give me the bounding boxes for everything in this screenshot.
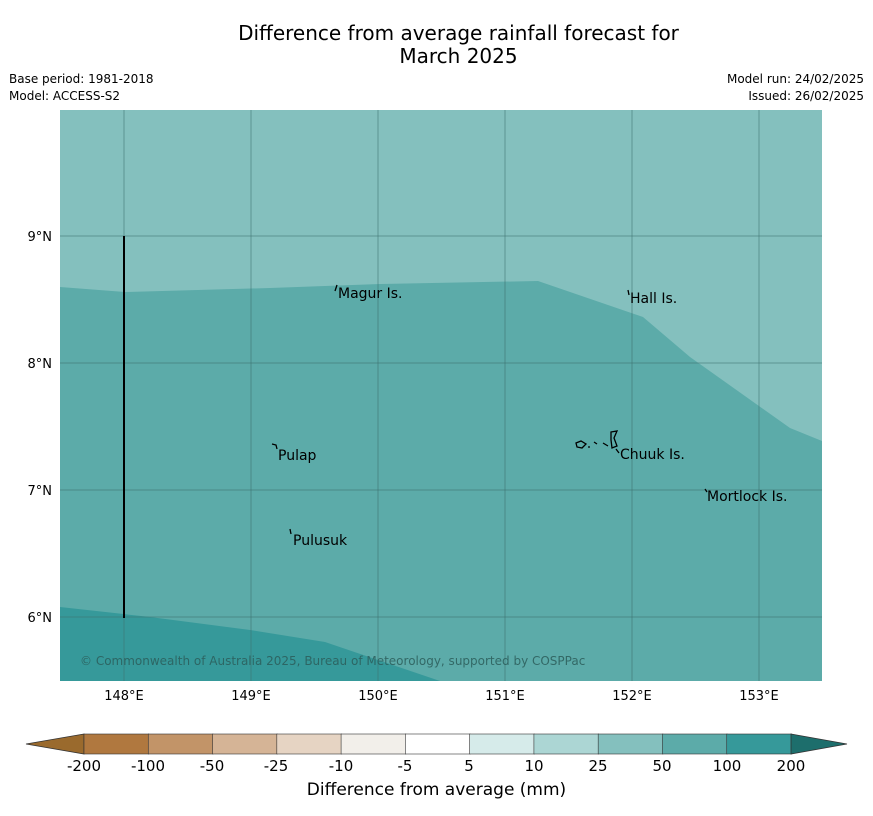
lat-ticks: 9°N 8°N 7°N 6°N — [28, 230, 53, 626]
colorbar-segment — [212, 733, 278, 755]
cb-tick-10: 10 — [524, 757, 543, 775]
lon-tick-153e: 153°E — [739, 689, 779, 704]
model-name: Model: ACCESS-S2 — [9, 89, 121, 103]
cb-tick-50: 50 — [652, 757, 671, 775]
label-magur: Magur Is. — [338, 286, 403, 302]
colorbar-segment — [662, 733, 728, 755]
cb-tick-200: 200 — [777, 757, 806, 775]
colorbar-segment — [147, 733, 214, 755]
copyright-text: © Commonwealth of Australia 2025, Bureau… — [80, 654, 585, 668]
lat-tick-8n: 8°N — [28, 357, 53, 372]
title-line-1: Difference from average rainfall forecas… — [238, 21, 679, 45]
colorbar: -200 -100 -50 -25 -10 -5 5 10 25 50 100 … — [25, 733, 848, 775]
lon-tick-150e: 150°E — [358, 689, 398, 704]
chart-title: Difference from average rainfall forecas… — [0, 22, 873, 68]
issued-date: Issued: 26/02/2025 — [748, 89, 864, 103]
cb-tick-neg25: -25 — [264, 757, 289, 775]
colorbar-extend-right — [790, 733, 848, 755]
model-run: Model run: 24/02/2025 — [726, 72, 864, 86]
cb-tick-neg5: -5 — [398, 757, 413, 775]
colorbar-segment — [276, 733, 342, 755]
pulap-island-shape — [271, 443, 278, 450]
colorbar-segments — [83, 733, 792, 755]
label-chuuk: Chuuk Is. — [620, 447, 685, 463]
lon-tick-152e: 152°E — [612, 689, 652, 704]
cb-tick-neg200: -200 — [67, 757, 101, 775]
colorbar-segment — [340, 733, 407, 755]
colorbar-extend-left — [25, 733, 85, 755]
lat-tick-6n: 6°N — [28, 611, 53, 626]
label-pulusuk: Pulusuk — [293, 533, 348, 549]
mortlock-island-shape — [704, 488, 708, 493]
colorbar-segment — [597, 733, 664, 755]
lat-tick-9n: 9°N — [28, 230, 53, 245]
label-pulap: Pulap — [278, 448, 317, 464]
chuuk-islands-shape — [575, 430, 620, 454]
cb-tick-neg50: -50 — [200, 757, 225, 775]
place-labels: Magur Is. Hall Is. Pulap Chuuk Is. Mortl… — [278, 286, 787, 549]
colorbar-segment — [405, 733, 471, 755]
colorbar-ticks: -200 -100 -50 -25 -10 -5 5 10 25 50 100 … — [67, 757, 805, 775]
cb-tick-neg100: -100 — [131, 757, 165, 775]
title-line-2: March 2025 — [399, 44, 518, 68]
base-period: Base period: 1981-2018 — [9, 72, 154, 86]
colorbar-segment — [726, 733, 792, 755]
lon-tick-149e: 149°E — [231, 689, 271, 704]
lat-tick-7n: 7°N — [28, 484, 53, 499]
band-50-100 — [60, 607, 440, 681]
lon-ticks: 148°E 149°E 150°E 151°E 152°E 153°E — [104, 689, 779, 704]
hall-island-shape — [627, 289, 630, 296]
label-hall: Hall Is. — [630, 291, 677, 307]
map-panel: Magur Is. Hall Is. Pulap Chuuk Is. Mortl… — [60, 110, 822, 681]
cb-tick-25: 25 — [588, 757, 607, 775]
label-mortlock: Mortlock Is. — [707, 489, 787, 505]
cb-tick-5: 5 — [464, 757, 474, 775]
meta-right: Model run: 24/02/2025 Issued: 26/02/2025 — [727, 71, 864, 105]
cb-tick-neg10: -10 — [329, 757, 354, 775]
colorbar-segment — [83, 733, 150, 755]
colorbar-segment — [469, 733, 535, 755]
cb-tick-100: 100 — [713, 757, 742, 775]
lon-tick-148e: 148°E — [104, 689, 144, 704]
island-outlines — [271, 284, 708, 535]
magur-island-shape — [334, 284, 338, 292]
pulusuk-island-shape — [289, 528, 292, 535]
lon-tick-151e: 151°E — [485, 689, 525, 704]
meta-left: Base period: 1981-2018 Model: ACCESS-S2 — [9, 71, 154, 105]
colorbar-label: Difference from average (mm) — [306, 780, 567, 800]
colorbar-segment — [533, 733, 599, 755]
